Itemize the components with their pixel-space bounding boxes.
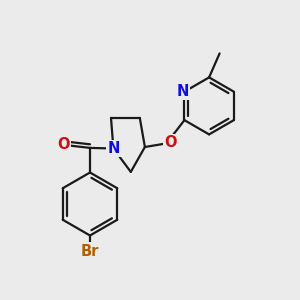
Text: N: N — [177, 84, 189, 99]
Text: O: O — [164, 135, 176, 150]
Text: N: N — [107, 141, 120, 156]
Text: Br: Br — [81, 244, 99, 259]
Text: O: O — [57, 137, 70, 152]
